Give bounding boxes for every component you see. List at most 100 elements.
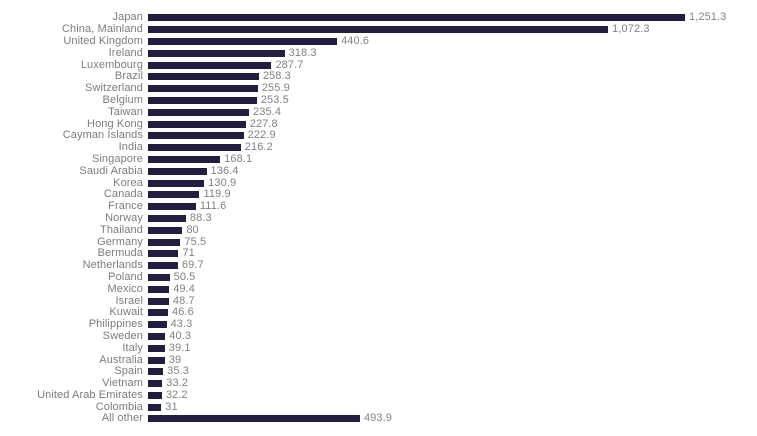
value-label: 136.4 <box>210 164 239 177</box>
bar <box>148 96 257 104</box>
bar <box>148 403 162 411</box>
bar <box>148 61 272 69</box>
bar <box>148 73 259 81</box>
bar <box>148 321 167 329</box>
category-label: China, Mainland <box>62 23 143 36</box>
value-label: 119.9 <box>203 188 231 201</box>
category-label: Saudi Arabia <box>79 164 143 177</box>
bar-row: Sweden 40.3 <box>0 329 757 343</box>
category-label: France <box>108 200 143 213</box>
value-label: 80 <box>186 223 199 236</box>
bar <box>148 262 178 270</box>
bar-row: Belgium 253.5 <box>0 93 757 107</box>
bar <box>148 297 169 305</box>
value-label: 71 <box>182 247 195 260</box>
value-label: 69.7 <box>181 259 204 272</box>
value-label: 222.9 <box>247 129 276 142</box>
category-label: Mexico <box>107 282 143 295</box>
value-label: 40.3 <box>169 329 192 342</box>
value-label: 50.5 <box>173 270 196 283</box>
bar-row: Switzerland 255.9 <box>0 83 757 95</box>
bar-row: Kuwait 46.6 <box>0 307 757 319</box>
bar-row: France 111.6 <box>0 201 757 213</box>
category-label: Spain <box>114 365 143 378</box>
bar-row: Thailand 80 <box>0 224 757 236</box>
bar-row: United Kingdom 440.6 <box>0 34 757 48</box>
category-label: Israel <box>115 294 143 307</box>
value-label: 32.2 <box>165 388 188 401</box>
category-label: Luxembourg <box>80 58 143 71</box>
value-label: 48.7 <box>172 294 195 307</box>
value-label: 258.3 <box>262 70 291 83</box>
bar <box>148 120 246 128</box>
bar <box>148 415 360 423</box>
bar <box>148 285 170 293</box>
bar <box>148 344 165 352</box>
bar-row: Australia 39 <box>0 354 757 366</box>
bar <box>148 250 179 258</box>
category-label: Hong Kong <box>87 117 143 130</box>
bar <box>148 108 250 116</box>
bar <box>148 226 183 234</box>
category-label: Vietnam <box>102 377 143 390</box>
category-label: Cayman Islands <box>62 129 143 142</box>
bar-row: Germany 75.5 <box>0 236 757 248</box>
bar-row: Korea 130.9 <box>0 177 757 189</box>
bar-row: Vietnam 33.2 <box>0 378 757 390</box>
bar <box>148 26 609 34</box>
value-label: 39.1 <box>168 341 191 354</box>
bar <box>148 49 285 57</box>
category-label: Singapore <box>91 152 143 165</box>
bar <box>148 179 205 187</box>
bar <box>148 203 196 211</box>
bar <box>148 368 164 376</box>
bar-row: United Arab Emirates 32.2 <box>0 388 757 402</box>
category-label: Norway <box>105 211 143 224</box>
bar-row: Brazil 258.3 <box>0 71 757 83</box>
bar-row: India 216.2 <box>0 142 757 154</box>
category-label: Brazil <box>114 70 143 83</box>
bar-row: Japan 1,251.3 <box>0 12 757 24</box>
bar-row: China, Mainland 1,072.3 <box>0 24 757 36</box>
category-label: Sweden <box>102 329 143 342</box>
value-label: 33.2 <box>166 377 189 390</box>
category-label: Kuwait <box>109 306 143 319</box>
bar <box>148 14 685 22</box>
value-label: 235.4 <box>253 105 282 118</box>
bar-row: Israel 48.7 <box>0 295 757 307</box>
value-label: 88.3 <box>189 211 212 224</box>
value-label: 168.1 <box>224 152 253 165</box>
value-label: 255.9 <box>261 82 290 95</box>
value-label: 1,251.3 <box>689 11 727 24</box>
value-label: 216.2 <box>244 141 273 154</box>
bar <box>148 332 166 340</box>
value-label: 253.5 <box>260 93 289 106</box>
category-label: Japan <box>112 11 143 24</box>
category-label: United Kingdom <box>63 34 143 47</box>
bar <box>148 167 207 175</box>
bar <box>148 144 241 152</box>
category-label: Taiwan <box>108 105 143 118</box>
value-label: 130.9 <box>208 176 237 189</box>
value-label: 31 <box>165 400 178 413</box>
bar <box>148 238 181 246</box>
bar <box>148 85 258 93</box>
bar-row: Colombia 31 <box>0 401 757 413</box>
bar <box>148 37 338 45</box>
category-label: Germany <box>97 235 143 248</box>
bar-row: Luxembourg 287.7 <box>0 59 757 71</box>
bar-row: Saudi Arabia 136.4 <box>0 165 757 177</box>
category-label: Poland <box>108 270 143 283</box>
category-label: Korea <box>113 176 143 189</box>
bar <box>148 132 244 140</box>
bar-row: Canada 119.9 <box>0 189 757 201</box>
value-label: 35.3 <box>167 365 189 378</box>
bar <box>148 309 168 317</box>
category-label: Australia <box>99 353 143 366</box>
value-label: 440.6 <box>341 34 370 47</box>
bar <box>148 356 165 364</box>
value-label: 49.4 <box>173 282 195 295</box>
bar <box>148 273 170 281</box>
bar <box>148 155 221 163</box>
